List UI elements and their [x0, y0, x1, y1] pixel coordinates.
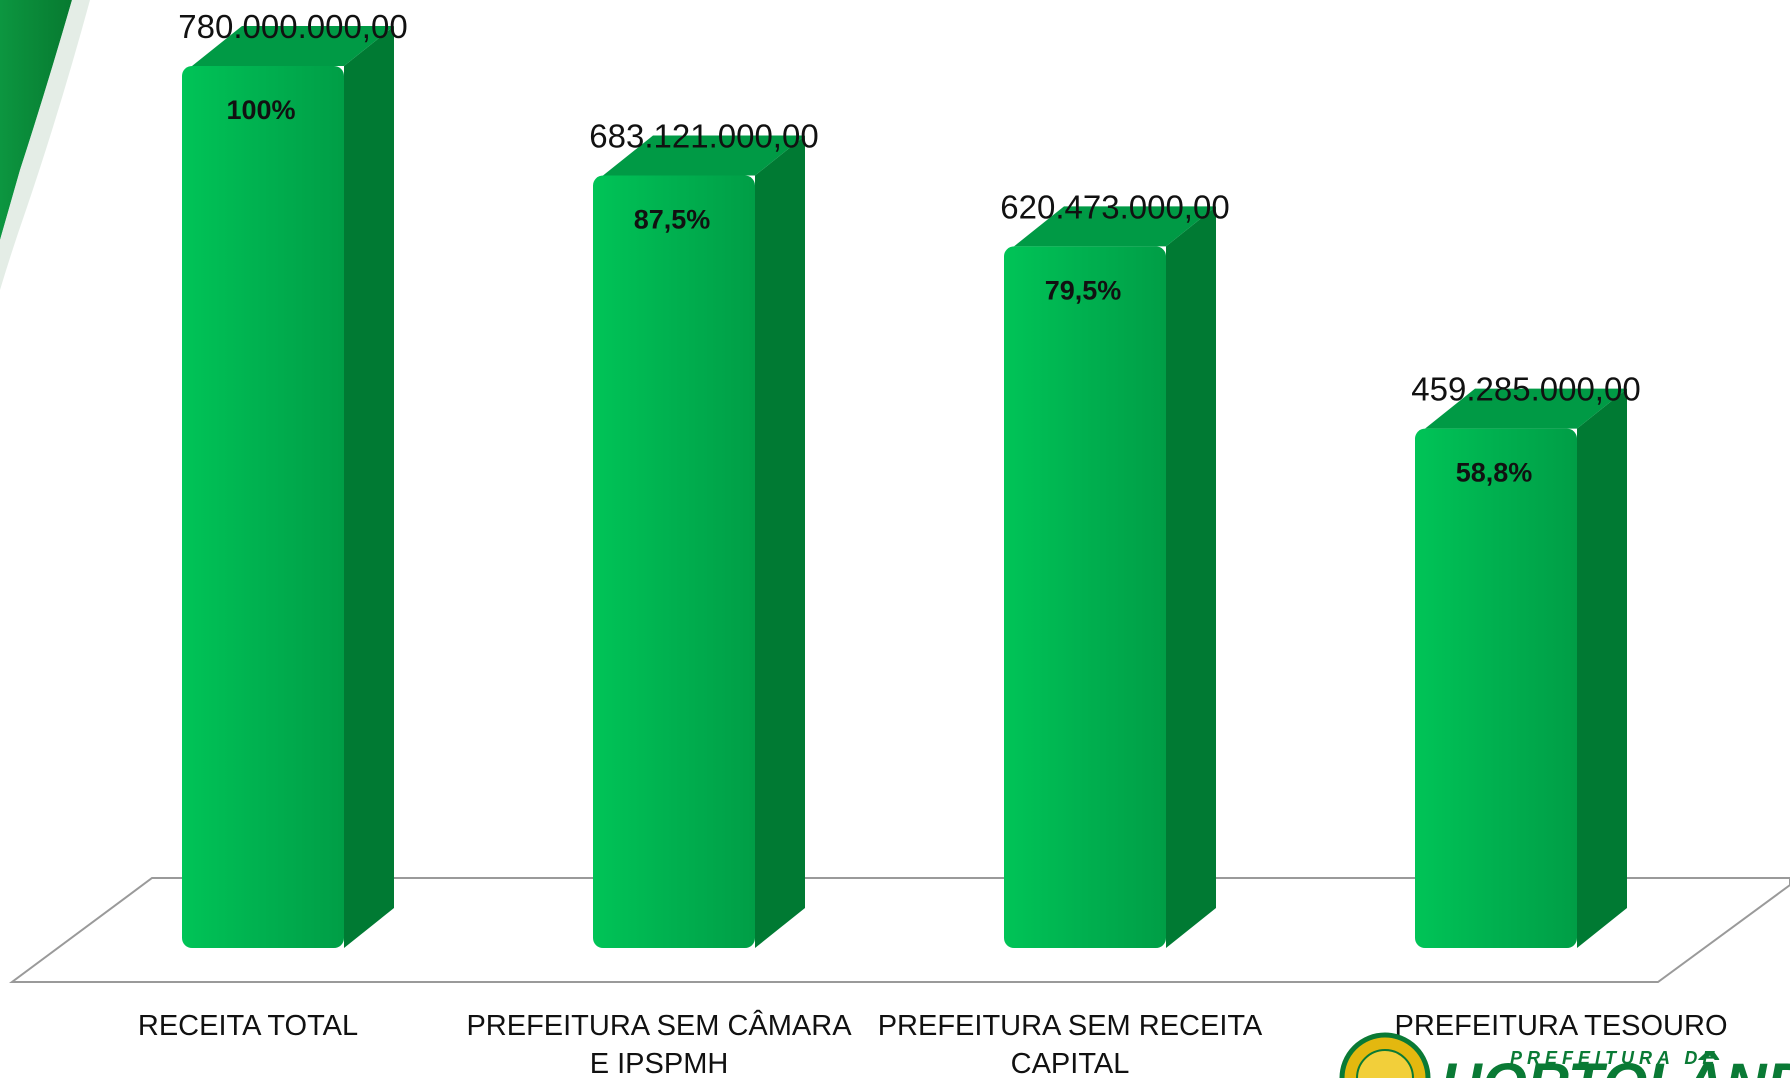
corner-decoration-highlight: [0, 0, 90, 290]
bar: 780.000.000,00 100%: [178, 8, 408, 948]
category-label: RECEITA TOTAL: [138, 1010, 358, 1042]
percent-label: 58,8%: [1456, 458, 1533, 488]
bar-side: [1577, 388, 1627, 948]
category-label: E IPSPMH: [590, 1048, 729, 1078]
value-label: 780.000.000,00: [178, 8, 407, 45]
bar-top: [192, 26, 394, 66]
category-label: CAPITAL: [1011, 1048, 1130, 1078]
logo-main-text: HORTOLÂNDIA: [1440, 1052, 1790, 1078]
value-label: 620.473.000,00: [1000, 188, 1229, 225]
corner-decoration: [0, 0, 72, 240]
category-label: PREFEITURA SEM CÂMARA: [466, 1009, 852, 1042]
bar: 620.473.000,00 79,5%: [1000, 188, 1230, 948]
bar-side: [1166, 206, 1216, 948]
bar: 459.285.000,00 58,8%: [1411, 371, 1641, 948]
percent-label: 79,5%: [1045, 275, 1122, 305]
percent-label: 87,5%: [634, 205, 711, 235]
category-labels-group: RECEITA TOTAL PREFEITURA SEM CÂMARA E IPSP…: [138, 1009, 1728, 1080]
percent-label: 100%: [226, 95, 295, 125]
bar-top: [1425, 388, 1627, 429]
value-label: 683.121.000,00: [589, 118, 818, 155]
bar-side: [755, 135, 805, 948]
bar-top: [603, 135, 805, 176]
category-label: PREFEITURA TESOURO: [1394, 1010, 1727, 1042]
category-label: PREFEITURA SEM RECEITA: [878, 1010, 1263, 1042]
value-label: 459.285.000,00: [1411, 371, 1640, 408]
logo-top-text: PREFEITURA DE: [1510, 1048, 1719, 1068]
bar: 683.121.000,00 87,5%: [589, 118, 819, 948]
bars-group: 780.000.000,00 100% 683.121.000,00 87,5% 620…: [178, 8, 1641, 948]
bar-side: [344, 26, 394, 948]
bar-top: [1014, 206, 1216, 247]
bar-front: [182, 66, 344, 948]
bar-front: [593, 175, 755, 948]
bar-front: [1004, 246, 1166, 948]
bar-front: [1415, 428, 1577, 948]
